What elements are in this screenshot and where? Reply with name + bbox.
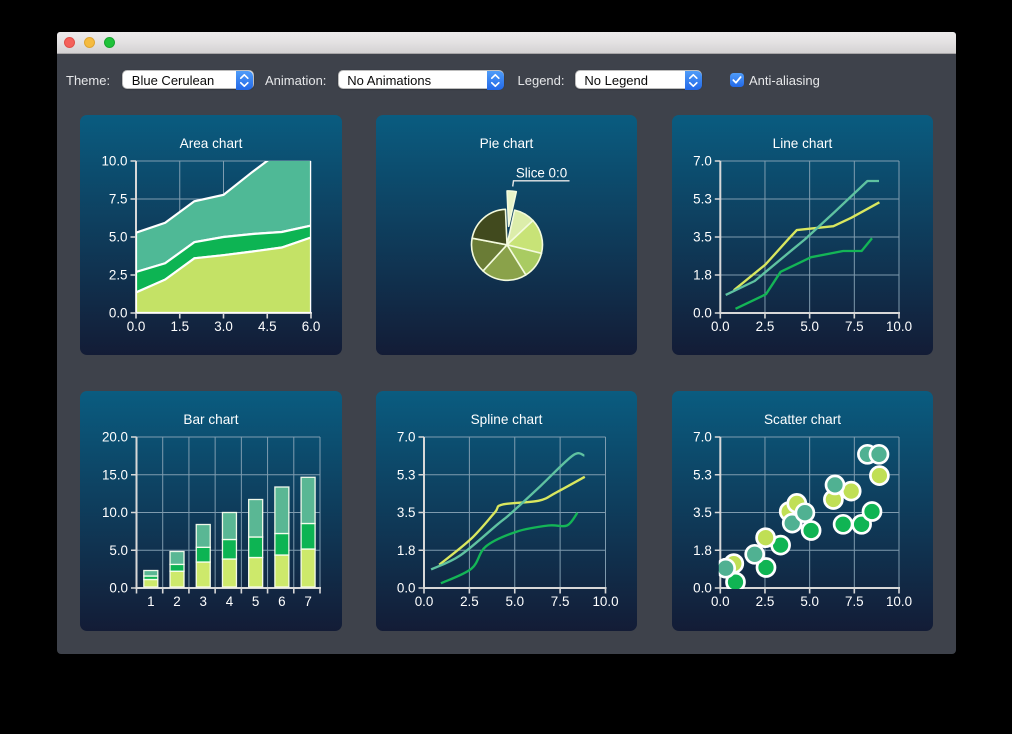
svg-text:0.0: 0.0 [693,306,712,321]
svg-text:7.5: 7.5 [845,594,864,609]
svg-text:10.0: 10.0 [886,319,912,334]
svg-text:15.0: 15.0 [102,467,128,482]
svg-text:4: 4 [226,594,234,609]
svg-text:7.5: 7.5 [551,594,570,609]
svg-text:7.0: 7.0 [693,154,712,169]
svg-text:3.5: 3.5 [397,505,416,520]
svg-text:7.0: 7.0 [397,429,416,444]
svg-text:3.5: 3.5 [693,505,712,520]
svg-text:5.0: 5.0 [109,542,128,557]
svg-text:10.0: 10.0 [886,594,912,609]
svg-text:0.0: 0.0 [711,319,730,334]
svg-text:5: 5 [252,594,259,609]
svg-text:5.3: 5.3 [693,467,712,482]
svg-text:3.5: 3.5 [693,230,712,245]
svg-text:0.0: 0.0 [127,319,146,334]
svg-text:0.0: 0.0 [693,580,712,595]
svg-text:Scatter chart: Scatter chart [764,412,841,427]
svg-text:10.0: 10.0 [101,154,127,169]
svg-text:7.0: 7.0 [693,429,712,444]
svg-text:0.0: 0.0 [711,594,730,609]
svg-text:1: 1 [147,594,154,609]
svg-text:5.0: 5.0 [505,594,524,609]
svg-text:Area chart: Area chart [180,136,243,151]
svg-text:2: 2 [173,594,180,609]
svg-text:7.5: 7.5 [845,319,864,334]
svg-text:3: 3 [200,594,207,609]
svg-text:20.0: 20.0 [102,429,128,444]
svg-text:1.5: 1.5 [170,319,189,334]
svg-text:5.0: 5.0 [800,319,819,334]
svg-text:Pie chart: Pie chart [480,136,534,151]
svg-text:5.3: 5.3 [693,192,712,207]
svg-text:2.5: 2.5 [756,594,775,609]
svg-text:5.0: 5.0 [800,594,819,609]
svg-text:0.0: 0.0 [415,594,434,609]
svg-text:2.5: 2.5 [109,268,128,283]
svg-text:Spline chart: Spline chart [471,412,543,427]
svg-text:4.5: 4.5 [258,319,277,334]
svg-text:2.5: 2.5 [756,319,775,334]
svg-text:0.0: 0.0 [397,580,416,595]
svg-text:10.0: 10.0 [592,594,618,609]
svg-text:7: 7 [304,594,311,609]
svg-text:5.3: 5.3 [397,467,416,482]
svg-text:1.8: 1.8 [397,542,416,557]
svg-text:Line chart: Line chart [773,136,833,151]
svg-text:2.5: 2.5 [460,594,479,609]
svg-text:7.5: 7.5 [109,192,128,207]
svg-text:0.0: 0.0 [109,306,128,321]
svg-text:10.0: 10.0 [102,505,128,520]
svg-text:6.0: 6.0 [302,319,321,334]
svg-text:Slice 0:0: Slice 0:0 [516,166,567,181]
svg-text:0.0: 0.0 [109,580,128,595]
svg-text:6: 6 [278,594,285,609]
svg-text:3.0: 3.0 [214,319,233,334]
svg-text:1.8: 1.8 [693,542,712,557]
svg-text:1.8: 1.8 [693,268,712,283]
svg-text:5.0: 5.0 [109,230,128,245]
svg-text:Bar chart: Bar chart [183,412,238,427]
